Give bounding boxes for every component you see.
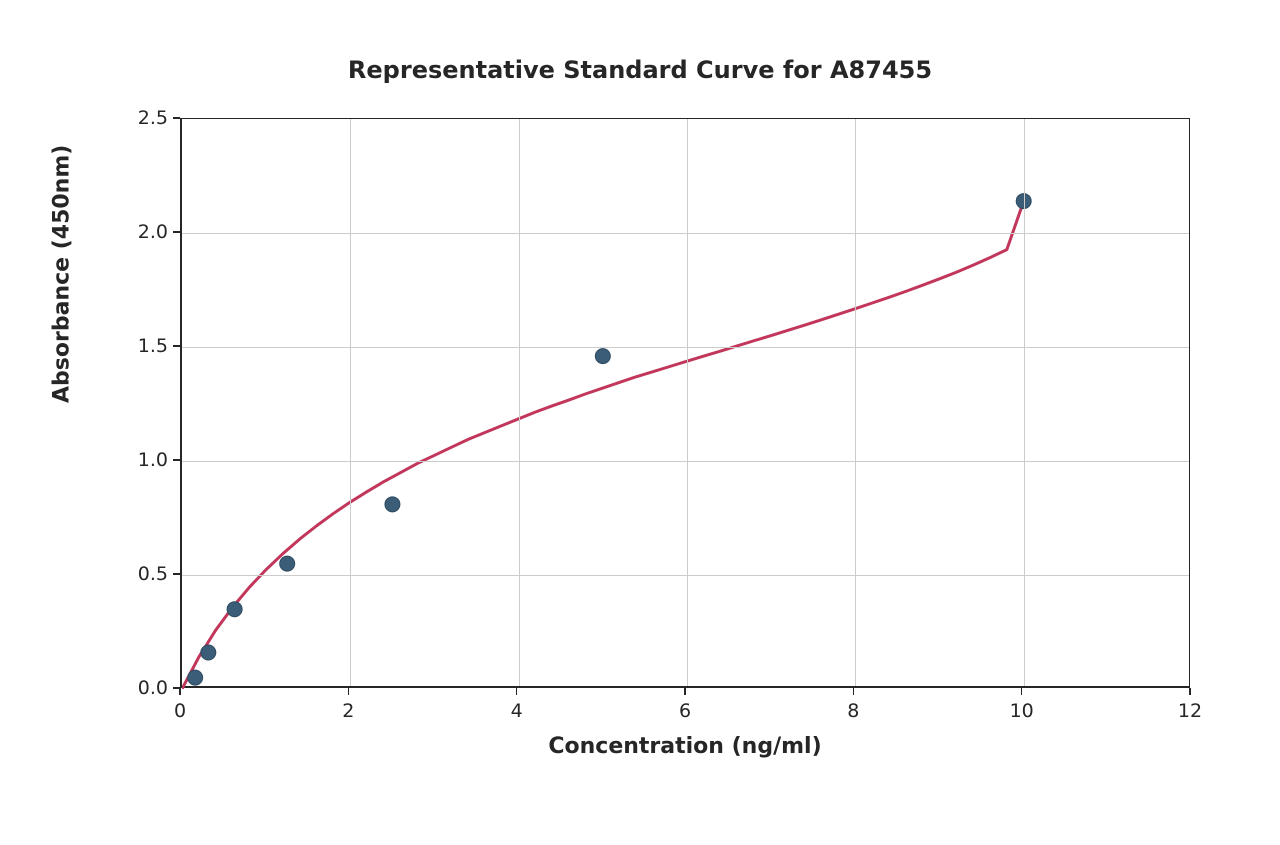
y-tick-mark [173, 687, 180, 689]
chart-title: Representative Standard Curve for A87455 [0, 56, 1280, 84]
data-point [227, 602, 242, 617]
x-tick-label: 10 [1010, 700, 1034, 722]
y-tick-mark [173, 573, 180, 575]
x-tick-mark [853, 688, 855, 695]
data-point [188, 670, 203, 685]
y-tick-label: 1.0 [130, 449, 168, 471]
y-tick-mark [173, 231, 180, 233]
gridline-horizontal [182, 233, 1189, 234]
x-tick-label: 8 [847, 700, 859, 722]
y-tick-label: 0.0 [130, 677, 168, 699]
x-tick-mark [348, 688, 350, 695]
gridline-vertical [519, 119, 520, 686]
x-tick-mark [684, 688, 686, 695]
fit-curve [182, 201, 1024, 689]
plot-area [180, 118, 1190, 688]
x-axis-label: Concentration (ng/ml) [180, 734, 1190, 759]
gridline-vertical [687, 119, 688, 686]
x-tick-mark [1021, 688, 1023, 695]
standard-curve-chart: Representative Standard Curve for A87455… [0, 0, 1280, 845]
data-point [595, 349, 610, 364]
x-tick-mark [179, 688, 181, 695]
data-point [201, 645, 216, 660]
x-tick-label: 4 [511, 700, 523, 722]
y-tick-mark [173, 345, 180, 347]
x-tick-mark [1189, 688, 1191, 695]
x-tick-mark [516, 688, 518, 695]
gridline-vertical [1024, 119, 1025, 686]
y-tick-mark [173, 459, 180, 461]
gridline-vertical [855, 119, 856, 686]
x-tick-label: 12 [1178, 700, 1202, 722]
data-point [385, 497, 400, 512]
gridline-horizontal [182, 461, 1189, 462]
y-tick-label: 1.5 [130, 335, 168, 357]
x-tick-label: 6 [679, 700, 691, 722]
gridline-horizontal [182, 575, 1189, 576]
y-tick-label: 2.0 [130, 221, 168, 243]
data-point [280, 556, 295, 571]
gridline-horizontal [182, 347, 1189, 348]
x-tick-label: 0 [174, 700, 186, 722]
y-tick-label: 2.5 [130, 107, 168, 129]
y-tick-mark [173, 117, 180, 119]
x-tick-label: 2 [342, 700, 354, 722]
gridline-vertical [350, 119, 351, 686]
y-tick-label: 0.5 [130, 563, 168, 585]
